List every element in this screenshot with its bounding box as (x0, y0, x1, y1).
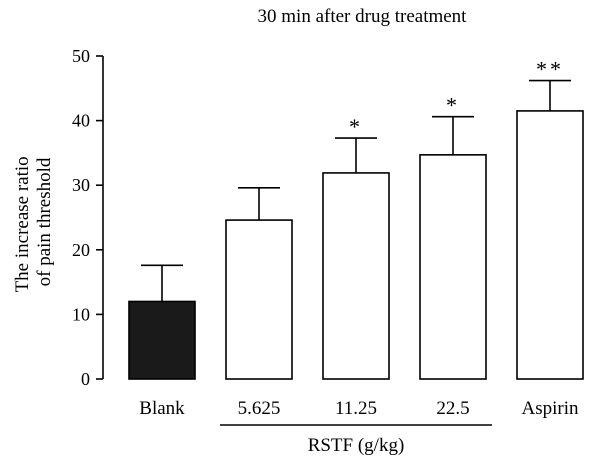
significance-marker: * (349, 114, 363, 139)
y-tick-label: 0 (81, 369, 90, 389)
chart-title: 30 min after drug treatment (258, 6, 468, 27)
y-tick-label: 40 (72, 111, 90, 131)
significance-marker: * (446, 93, 460, 118)
significance-marker: ** (536, 57, 564, 82)
x-tick-label: 11.25 (335, 398, 377, 419)
x-tick-label: 22.5 (436, 398, 469, 419)
y-tick-label: 30 (72, 175, 90, 195)
group-label: RSTF (g/kg) (308, 435, 405, 456)
y-axis-label-line-1: The increase ratio (12, 156, 33, 292)
bar (128, 300, 196, 380)
y-axis-label: The increase ratio of pain threshold (12, 152, 55, 293)
x-tick-label: 5.625 (238, 398, 281, 419)
bar (322, 172, 390, 380)
plot-area: 0 10 20 30 40 50 Blank 5.625 * 11.25 * 22.5 ** Aspiri… (72, 46, 584, 456)
y-axis-label-line-2: of pain threshold (34, 157, 55, 286)
bar (516, 110, 584, 380)
y-tick-label: 10 (72, 304, 90, 324)
x-tick-label: Blank (139, 398, 185, 419)
y-tick-label: 50 (72, 46, 90, 66)
bar (225, 219, 293, 380)
x-tick-label: Aspirin (522, 398, 580, 419)
bar (419, 154, 487, 380)
y-tick-label: 20 (72, 240, 90, 260)
